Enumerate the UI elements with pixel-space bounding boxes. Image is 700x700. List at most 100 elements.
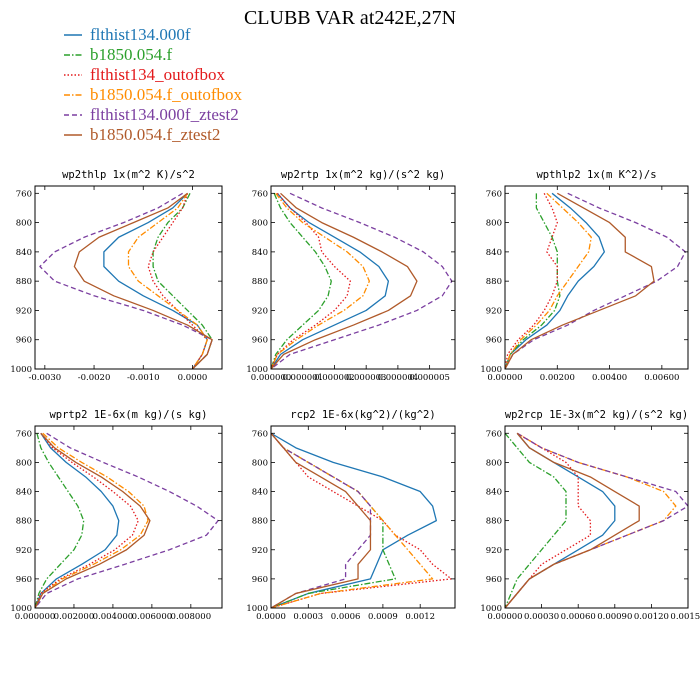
y-tick-label: 800 [252,219,268,229]
series-line [505,192,687,369]
x-tick-label: 0.00400 [592,373,627,383]
y-tick-label: 920 [252,546,268,556]
series-line [39,192,213,369]
y-tick-label: 880 [486,517,502,527]
x-tick-label: -0.0010 [127,373,160,383]
series-line [505,432,567,608]
legend-label: flthist134_outofbox [90,65,226,84]
series-group [505,432,688,608]
x-tick-label: 0.00150 [670,612,700,622]
series-line [147,193,208,369]
series-group [271,192,453,369]
legend-label: flthist134.000f [90,25,191,44]
y-tick-label: 840 [486,248,502,258]
series-line [505,192,605,369]
series-group [35,432,219,608]
y-tick-label: 840 [16,488,32,498]
chart-panel: wpthlp2 1x(m K^2)/s 760 800 840 880 920 960 100… [480,169,689,383]
y-tick-label: 800 [16,219,32,229]
y-tick-label: 1000 [10,365,32,375]
series-line [505,432,640,608]
y-tick-label: 760 [16,189,32,199]
y-tick-label: 760 [486,429,502,439]
series-line [127,192,208,369]
y-tick-label: 840 [252,248,268,258]
series-line [505,432,688,608]
y-tick-label: 920 [486,546,502,556]
x-tick-label: 0.000002 [314,373,355,383]
chart-panel: wp2rcp 1E-3x(m^2 kg)/(s^2 kg)760 800 840 88… [480,409,700,622]
legend-label: b1850.054.f [90,45,173,64]
x-tick-label: 0.00600 [644,373,679,383]
y-tick-label: 840 [486,488,502,498]
plot-frame [504,425,689,609]
chart-panel: wp2rtp 1x(m^2 kg)/(s^2 kg) 760 800 840 880 92… [246,169,456,383]
series-line [271,193,332,369]
series-line [271,432,396,608]
y-tick-label: 1000 [246,604,268,614]
chart-panel: wp2thlp 1x(m^2 K)/s^2 760 800 840 880 920 960 1… [10,169,223,383]
x-tick-label: 0.000003 [346,373,387,383]
series-line [73,192,213,369]
legend-label: flthist134.000f_ztest2 [90,105,239,124]
y-tick-label: 800 [252,458,268,468]
series-line [103,192,208,369]
y-tick-label: 920 [486,306,502,316]
series-line [271,432,438,608]
x-tick-label: 0.00060 [561,612,596,622]
series-group [505,192,687,369]
series-line [271,192,351,369]
x-tick-label: 0.00090 [597,612,632,622]
legend: flthist134.000fb1850.054.fflthist134_out… [64,25,243,144]
y-tick-label: 760 [252,429,268,439]
panel-title: wp2thlp 1x(m^2 K)/s^2 [62,169,195,181]
x-tick-label: 0.006000 [132,612,173,622]
panel-title: wprtp2 1E-6x(m kg)/(s kg) [49,409,207,421]
x-tick-label: 0.000000 [15,612,56,622]
x-tick-label: -0.0020 [78,373,111,383]
y-tick-label: 880 [252,517,268,527]
series-line [35,433,85,608]
series-line [35,432,139,608]
y-tick-label: 960 [252,336,268,346]
series-line [505,193,561,369]
x-tick-label: 0.0003 [293,612,323,622]
x-tick-label: 0.00030 [524,612,559,622]
series-group [271,432,452,608]
x-tick-label: -0.0030 [29,373,62,383]
y-tick-label: 1000 [480,604,502,614]
series-line [271,192,390,369]
series-line [505,192,592,369]
plot-frame [34,185,223,370]
x-tick-label: 0.000000 [251,373,292,383]
x-tick-label: 0.0000 [178,373,208,383]
y-tick-label: 960 [16,575,32,585]
plot-frame [504,185,689,370]
series-line [152,193,213,369]
y-tick-label: 1000 [246,365,268,375]
chart-panel: rcp2 1E-6x(kg^2)/(kg^2) 760 800 840 880 920 96… [246,409,456,622]
series-line [271,432,372,608]
x-tick-label: 0.000001 [282,373,323,383]
series-line [35,432,120,608]
panel-title: rcp2 1E-6x(kg^2)/(kg^2) [290,409,435,421]
plot-frame [34,425,223,609]
x-tick-label: 0.000005 [409,373,450,383]
x-tick-label: 0.004000 [93,612,134,622]
y-tick-label: 920 [252,306,268,316]
y-tick-label: 800 [16,458,32,468]
figure-title: CLUBB VAR at242E,27N [244,7,456,29]
plot-frame [270,425,456,609]
panel-title: wpthlp2 1x(m K^2)/s [536,169,656,181]
x-tick-label: 0.000004 [378,373,419,383]
x-tick-label: 0.008000 [171,612,212,622]
chart-panel: wprtp2 1E-6x(m kg)/(s kg) 760 800 840 880 920… [10,409,223,622]
series-line [35,432,149,608]
x-tick-label: 0.0012 [405,612,435,622]
y-tick-label: 800 [486,219,502,229]
y-tick-label: 840 [252,488,268,498]
y-tick-label: 960 [486,336,502,346]
series-line [505,192,655,369]
y-tick-label: 920 [16,546,32,556]
